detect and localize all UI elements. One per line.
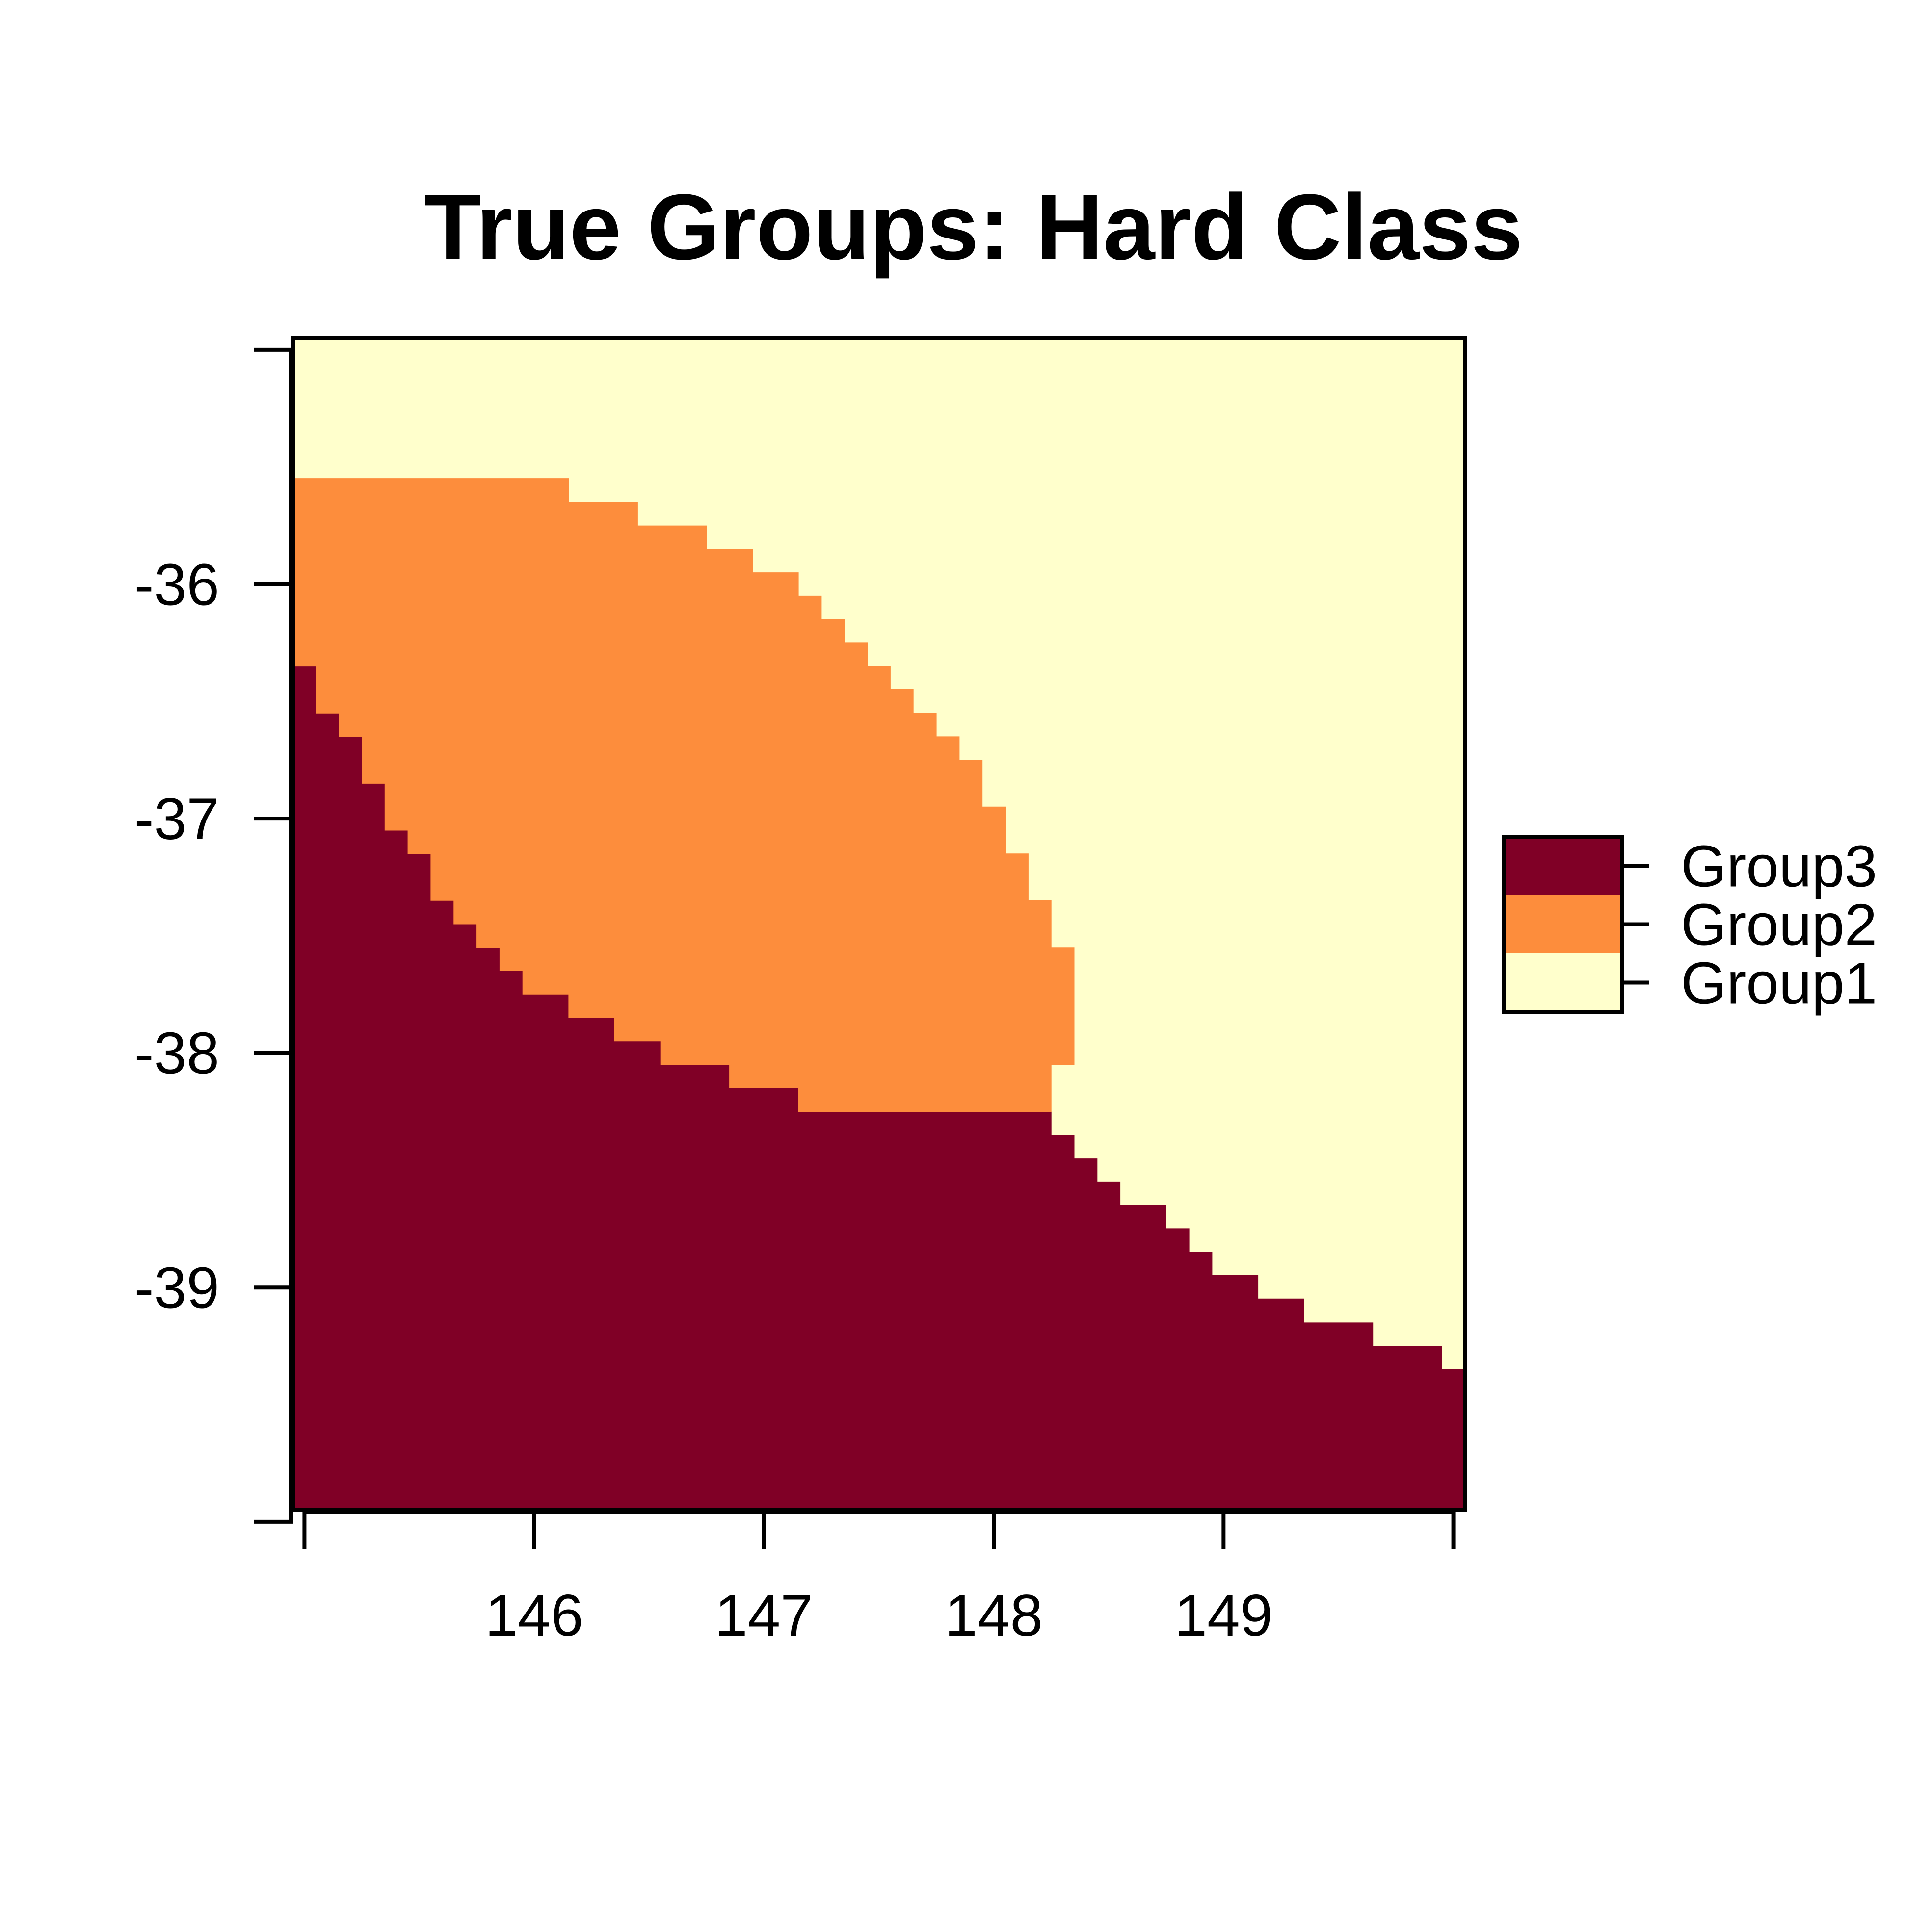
legend-label-group2: Group2	[1681, 892, 1877, 958]
legend-frame	[1502, 835, 1624, 1014]
legend-swatch-group1	[1504, 953, 1622, 1012]
x-tick-label: 147	[715, 1583, 813, 1648]
plot-area	[291, 336, 1467, 1512]
legend-swatch-group3	[1504, 837, 1622, 895]
legend-swatch-group2	[1504, 895, 1622, 953]
x-tick-label: 148	[945, 1583, 1043, 1648]
y-tick-label: -36	[134, 552, 219, 617]
x-tick-label: 146	[485, 1583, 583, 1648]
group2-region	[292, 478, 1075, 1112]
y-tick-label: -37	[134, 786, 219, 852]
axes: 146 147 148 149 -36 -37 -38 -39	[134, 347, 1456, 1648]
legend-label-group1: Group1	[1681, 951, 1877, 1016]
y-tick-label: -39	[134, 1255, 219, 1321]
legend-label-group3: Group3	[1681, 834, 1877, 900]
chart-title: True Groups: Hard Class	[424, 175, 1523, 279]
y-tick-label: -38	[134, 1021, 219, 1086]
x-tick-label: 149	[1174, 1583, 1272, 1648]
